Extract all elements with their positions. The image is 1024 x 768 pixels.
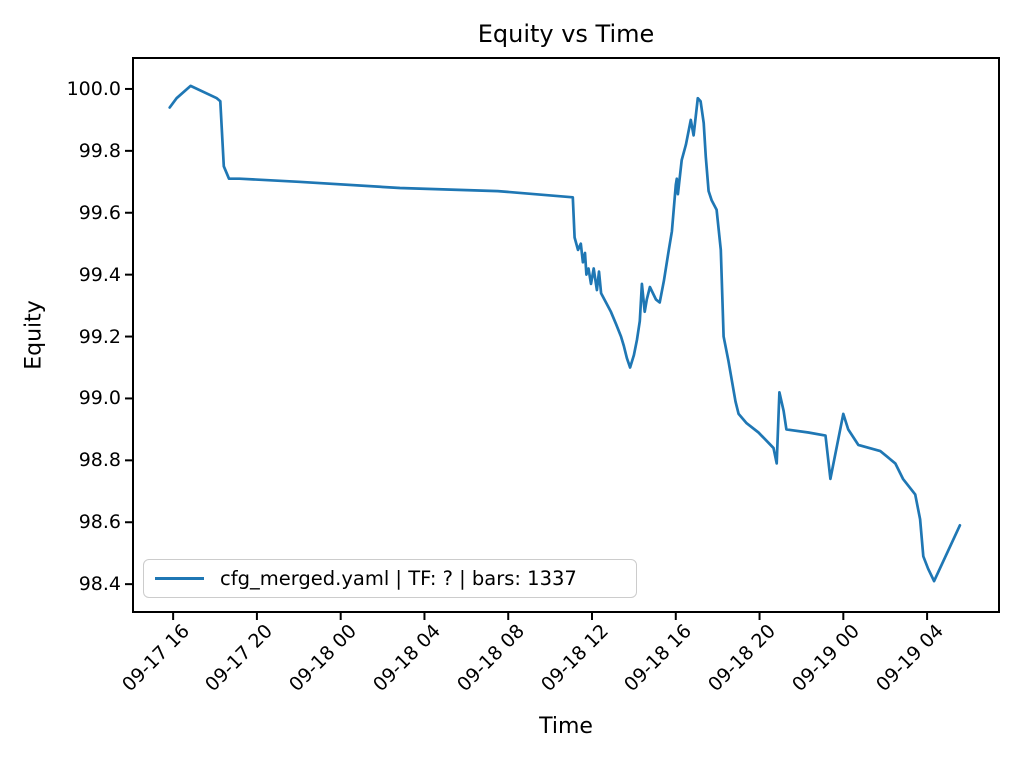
axes-spines: [132, 57, 1000, 613]
y-tick-label: 99.0: [78, 387, 121, 410]
y-tick-label: 98.6: [78, 511, 121, 534]
legend-line-swatch: [155, 576, 204, 581]
equity-line: [168, 84, 962, 583]
y-tick-label: 100.0: [66, 77, 121, 100]
chart-title: Equity vs Time: [477, 20, 655, 48]
y-tick-label: 98.8: [78, 449, 121, 472]
y-tick-label: 98.4: [78, 573, 121, 596]
x-axis-label: Time: [539, 714, 593, 739]
y-tick-label: 99.2: [78, 325, 121, 348]
legend: cfg_merged.yaml | TF: ? | bars: 1337: [143, 559, 637, 598]
y-tick-label: 99.4: [78, 263, 121, 286]
legend-label: cfg_merged.yaml | TF: ? | bars: 1337: [220, 567, 577, 590]
y-tick-label: 99.8: [78, 139, 121, 162]
y-tick-label: 99.6: [78, 201, 121, 224]
